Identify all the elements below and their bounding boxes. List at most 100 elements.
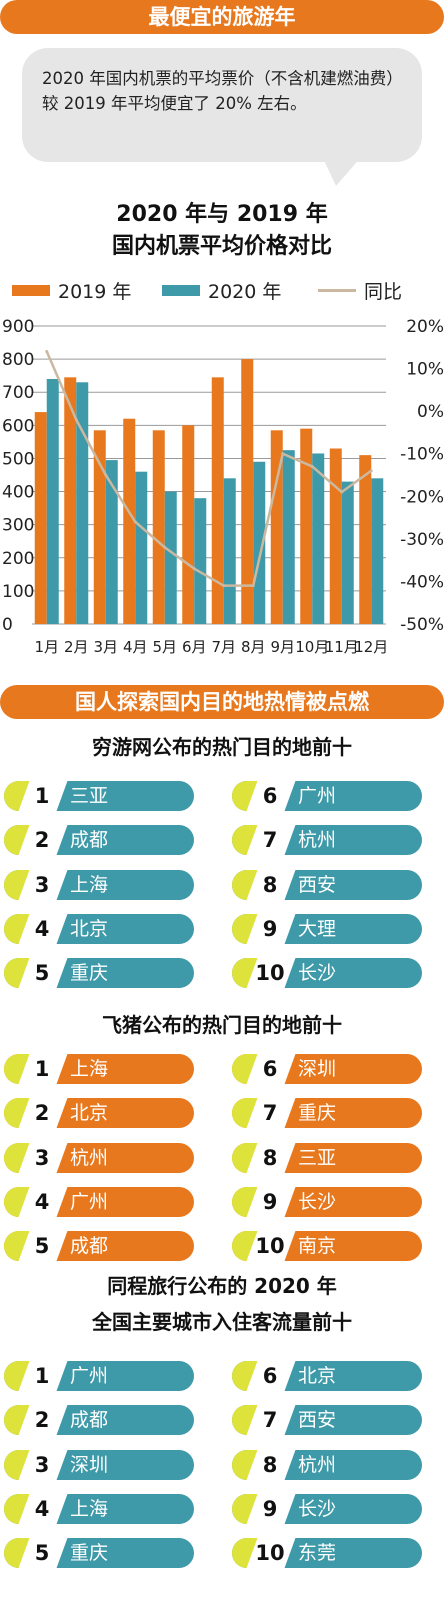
rank-number: 1: [34, 784, 50, 808]
rank-pill: 8 西安: [232, 870, 422, 900]
city-name: 长沙: [298, 1498, 337, 1520]
bar-2020: [105, 460, 118, 624]
yoy-point: [104, 473, 108, 477]
bar-2020: [194, 498, 207, 624]
bubble-tail: [322, 156, 362, 186]
yoy-point: [281, 452, 285, 456]
rank-number: 7: [262, 1408, 278, 1432]
city-name: 三亚: [70, 785, 109, 807]
y-tick-left: 600: [2, 416, 34, 436]
section-banner-cheapest-year: 最便宜的旅游年: [0, 0, 444, 34]
city-name: 深圳: [70, 1454, 109, 1476]
legend-line-yoy: [318, 288, 356, 292]
chart-title-line2: 国内机票平均价格对比: [111, 234, 332, 259]
city-name: 成都: [70, 829, 109, 851]
x-tick-label: 7月: [211, 638, 236, 656]
legend-label-2020: 2020 年: [208, 280, 282, 303]
bar-2019: [64, 377, 77, 624]
legend-item-2019: 2019 年: [12, 278, 131, 303]
y-tick-right: -20%: [400, 487, 444, 507]
rank-pill: 1 上海: [4, 1054, 194, 1084]
rank-number: 10: [255, 1234, 285, 1258]
rank-pill: 9 长沙: [232, 1187, 422, 1217]
city-name: 西安: [298, 874, 337, 896]
rank-pill: 5 重庆: [4, 1538, 194, 1568]
bar-2019: [152, 430, 165, 624]
rank-number: 3: [34, 1453, 50, 1477]
rank-pill: 2 成都: [4, 825, 194, 855]
rank-number: 3: [34, 873, 50, 897]
rank-number: 4: [34, 1497, 50, 1521]
rank-number: 8: [262, 873, 278, 897]
rank-pill: 10 东莞: [232, 1538, 422, 1568]
rank-pill: 7 杭州: [232, 825, 422, 855]
y-tick-left: 300: [2, 516, 34, 536]
rank-pill: 4 广州: [4, 1187, 194, 1217]
rank-pill: 10 长沙: [232, 958, 422, 988]
bar-2020: [223, 478, 236, 624]
bar-2019: [241, 359, 254, 624]
y-tick-right: 0%: [417, 402, 444, 422]
rank-pill: 3 深圳: [4, 1450, 194, 1480]
rank-number: 9: [262, 917, 278, 941]
rank-number: 6: [262, 1057, 278, 1081]
yoy-point: [340, 490, 344, 494]
rank-number: 8: [262, 1453, 278, 1477]
rank-number: 1: [34, 1057, 50, 1081]
city-name: 北京: [70, 1102, 109, 1124]
yoy-line: [45, 351, 372, 587]
rank-pill: 3 杭州: [4, 1143, 194, 1173]
yoy-point: [222, 584, 226, 588]
city-name: 重庆: [298, 1102, 337, 1124]
bar-2019: [329, 448, 342, 624]
summary-text: 2020 年国内机票的平均票价（不含机建燃油费）较 2019 年平均便宜了 20…: [42, 69, 395, 113]
city-name: 大理: [298, 918, 337, 940]
city-name: 三亚: [298, 1147, 337, 1169]
yoy-point: [251, 584, 255, 588]
y-tick-right: -50%: [400, 615, 444, 635]
city-name: 广州: [298, 785, 337, 807]
x-tick-label: 5月: [152, 638, 177, 656]
city-name: 上海: [70, 874, 109, 896]
city-name: 杭州: [70, 1147, 109, 1169]
yoy-point: [74, 418, 78, 422]
rank-pill: 5 重庆: [4, 958, 194, 988]
city-name: 上海: [70, 1058, 109, 1080]
y-tick-right: -10%: [400, 445, 444, 465]
rank-number: 8: [262, 1146, 278, 1170]
city-name: 上海: [70, 1498, 109, 1520]
summary-bubble: [22, 48, 422, 162]
bar-2020: [253, 461, 266, 624]
city-name: 成都: [70, 1235, 109, 1257]
rank-number: 9: [262, 1497, 278, 1521]
rank-pill: 1 广州: [4, 1361, 194, 1391]
city-name: 杭州: [298, 1454, 337, 1476]
yoy-point: [133, 520, 137, 524]
city-name: 深圳: [298, 1058, 337, 1080]
rank-number: 2: [34, 1408, 50, 1432]
x-tick-label: 9月: [270, 638, 295, 656]
rank-pill: 9 大理: [232, 914, 422, 944]
list-title-1: 穷游网公布的热门目的地前十: [92, 735, 352, 759]
rank-number: 5: [34, 1541, 50, 1565]
rank-number: 3: [34, 1146, 50, 1170]
rank-number: 2: [34, 1101, 50, 1125]
x-tick-label: 1月: [34, 638, 59, 656]
rank-number: 7: [262, 828, 278, 852]
bar-2020: [282, 450, 295, 624]
legend-label-yoy: 同比: [364, 280, 403, 303]
rank-pill: 9 长沙: [232, 1494, 422, 1524]
rank-number: 10: [255, 1541, 285, 1565]
rank-number: 5: [34, 1234, 50, 1258]
y-tick-left: 900: [2, 317, 34, 337]
rank-number: 9: [262, 1190, 278, 1214]
y-tick-right: -30%: [400, 530, 444, 550]
price-comparison-chart: 0 100 200 300 400 500 600 700 800 900 -50% -40% -30%…: [2, 317, 444, 656]
city-name: 北京: [298, 1365, 337, 1387]
rank-number: 4: [34, 1190, 50, 1214]
x-tick-label: 6月: [182, 638, 207, 656]
city-name: 重庆: [70, 962, 109, 984]
y-tick-right: 20%: [406, 317, 444, 337]
rank-number: 6: [262, 1364, 278, 1388]
city-name: 成都: [70, 1409, 109, 1431]
